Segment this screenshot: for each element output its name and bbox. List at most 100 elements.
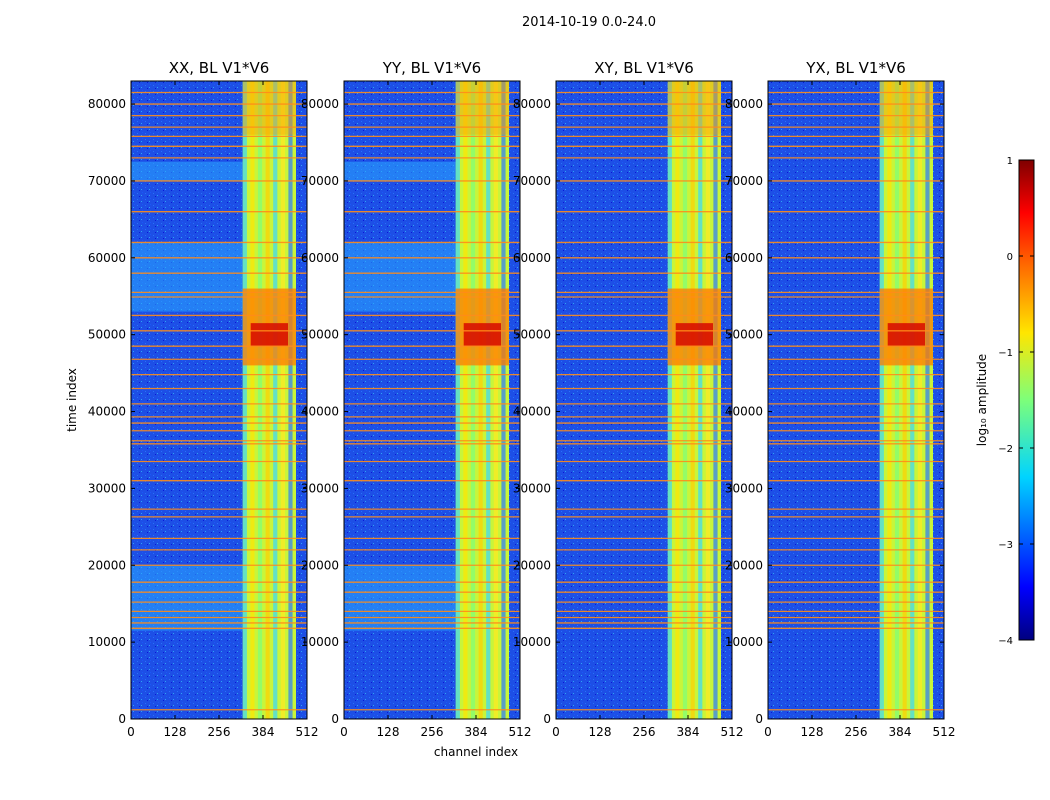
- x-tick-label: 0: [552, 725, 560, 739]
- rfi-stripe: [273, 81, 278, 719]
- rfi-stripe: [667, 81, 672, 719]
- colorbar-label: log₁₀ amplitude: [975, 354, 989, 446]
- rfi-stripe: [675, 81, 680, 719]
- y-tick-label: 30000: [88, 481, 126, 495]
- colorbar-tick-label: −4: [998, 636, 1013, 647]
- upper-rfi-zone: [667, 81, 721, 135]
- x-tick-label: 384: [677, 725, 700, 739]
- colorbar: 1 0 −1 −2 −3 −4 log₁₀ amplitude: [975, 156, 1035, 647]
- x-tick-label: 0: [340, 725, 348, 739]
- rfi-stripe: [690, 81, 695, 719]
- rfi-stripe: [682, 81, 688, 719]
- x-tick-label: 128: [164, 725, 187, 739]
- colorbar-tick-label: −1: [998, 348, 1013, 359]
- x-tick-label: 384: [889, 725, 912, 739]
- y-tick-label: 10000: [513, 635, 551, 649]
- colorbar-gradient: [1018, 159, 1035, 641]
- rfi-stripe: [894, 81, 900, 719]
- y-tick-label: 50000: [513, 328, 551, 342]
- y-tick-label: 40000: [301, 405, 339, 419]
- rfi-stripe: [698, 81, 703, 719]
- rfi-stripe: [242, 81, 247, 719]
- y-tick-label: 30000: [301, 481, 339, 495]
- rfi-stripe: [705, 81, 710, 719]
- low-power-band: [344, 242, 456, 312]
- colorbar-tick-label: 0: [1007, 252, 1013, 263]
- rfi-stripe: [250, 81, 255, 719]
- panel-title: XY, BL V1*V6: [594, 59, 694, 77]
- x-tick-label: 384: [252, 725, 275, 739]
- y-tick-label: 30000: [513, 481, 551, 495]
- y-tick-label: 0: [118, 712, 126, 726]
- rfi-stripe: [493, 81, 498, 719]
- x-tick-label: 128: [801, 725, 824, 739]
- upper-rfi-zone: [242, 81, 296, 135]
- y-tick-label: 60000: [301, 251, 339, 265]
- peak-amplitude-zone: [887, 323, 926, 347]
- x-tick-label: 512: [509, 725, 532, 739]
- y-tick-label: 20000: [301, 558, 339, 572]
- panel-4: YX, BL V1*V6 0 128 256 384 512 0 10000 20000 3000…: [725, 59, 956, 739]
- x-tick-label: 512: [721, 725, 744, 739]
- upper-rfi-zone: [879, 81, 933, 135]
- y-tick-label: 60000: [88, 251, 126, 265]
- rfi-stripe: [879, 81, 884, 719]
- x-axis-label: channel index: [434, 745, 518, 759]
- y-tick-label: 50000: [88, 328, 126, 342]
- rfi-stripe: [917, 81, 922, 719]
- y-tick-label: 70000: [88, 174, 126, 188]
- figure-title: 2014-10-19 0.0-24.0: [522, 15, 656, 30]
- x-tick-label: 256: [845, 725, 868, 739]
- colorbar-tick-label: −2: [998, 444, 1013, 455]
- panel-title: YY, BL V1*V6: [382, 59, 481, 77]
- y-tick-label: 40000: [88, 405, 126, 419]
- y-tick-label: 70000: [725, 174, 763, 188]
- y-tick-label: 0: [331, 712, 339, 726]
- x-tick-label: 384: [465, 725, 488, 739]
- panel-3: XY, BL V1*V6 0 128 256 384 512 0 10000 20000 3000…: [513, 59, 744, 739]
- peak-amplitude-zone: [675, 323, 714, 347]
- y-tick-label: 10000: [725, 635, 763, 649]
- y-tick-label: 80000: [725, 97, 763, 111]
- y-axis-label: time index: [65, 368, 79, 432]
- colorbar-tick-label: 1: [1007, 156, 1013, 167]
- rfi-stripe: [902, 81, 907, 719]
- rfi-stripe: [455, 81, 460, 719]
- colorbar-ticks: 1 0 −1 −2 −3 −4: [998, 156, 1034, 647]
- rfi-stripe: [486, 81, 491, 719]
- peak-amplitude-zone: [463, 323, 502, 347]
- y-tick-label: 0: [543, 712, 551, 726]
- panel-title: YX, BL V1*V6: [805, 59, 906, 77]
- x-tick-label: 128: [589, 725, 612, 739]
- rfi-stripe: [925, 81, 930, 719]
- rfi-stripe: [470, 81, 476, 719]
- panel-title: XX, BL V1*V6: [169, 59, 270, 77]
- low-power-band: [131, 242, 243, 312]
- x-tick-label: 128: [377, 725, 400, 739]
- low-power-band: [344, 161, 456, 181]
- panel-1: XX, BL V1*V6 0 128 256 384 512 0 10000 20000 3000…: [88, 59, 319, 739]
- y-tick-label: 10000: [301, 635, 339, 649]
- x-tick-label: 256: [421, 725, 444, 739]
- rfi-stripe: [265, 81, 270, 719]
- y-tick-label: 70000: [513, 174, 551, 188]
- y-tick-label: 80000: [301, 97, 339, 111]
- y-tick-label: 80000: [88, 97, 126, 111]
- y-tick-label: 80000: [513, 97, 551, 111]
- rfi-stripe: [910, 81, 915, 719]
- y-tick-label: 50000: [301, 328, 339, 342]
- low-power-band: [131, 161, 243, 181]
- low-power-band: [344, 565, 456, 631]
- low-power-band: [131, 565, 243, 631]
- rfi-stripe: [713, 81, 718, 719]
- rfi-stripe: [501, 81, 506, 719]
- y-tick-label: 40000: [725, 405, 763, 419]
- y-tick-label: 60000: [725, 251, 763, 265]
- x-tick-label: 512: [296, 725, 319, 739]
- rfi-stripe: [478, 81, 483, 719]
- x-tick-label: 256: [633, 725, 656, 739]
- peak-amplitude-zone: [250, 323, 289, 347]
- upper-rfi-zone: [455, 81, 509, 135]
- y-tick-label: 20000: [725, 558, 763, 572]
